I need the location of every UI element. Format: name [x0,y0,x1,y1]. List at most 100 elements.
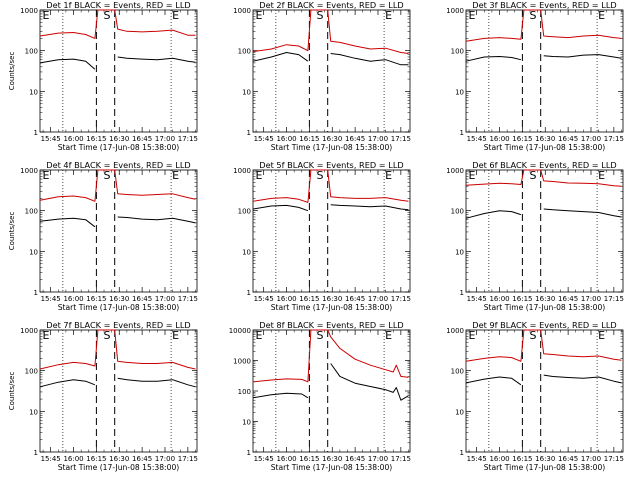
plot-frame [39,329,198,453]
x-tick-label: 17:00 [581,455,601,463]
plot-frame [39,169,198,293]
chart-title: Det 1f BLACK = Events, RED = LLD [46,0,190,10]
x-tick-label: 17:00 [368,295,388,303]
marker-label: S [316,329,323,342]
x-tick-label: 17:15 [178,135,198,143]
marker-label: S [103,169,110,182]
x-axis-label: Start Time (17-Jun-08 15:38:00) [484,463,606,472]
marker-label: E [43,9,50,22]
x-tick-label: 16:45 [558,135,578,143]
y-tick-label: 1000 [446,167,464,175]
x-tick-label: 17:00 [155,295,175,303]
black-events-series [465,374,622,386]
x-axis-label: Start Time (17-Jun-08 15:38:00) [271,143,393,152]
y-tick-label: 10 [242,419,251,427]
chart-title: Det 3f BLACK = Events, RED = LLD [472,0,616,10]
y-tick-label: 100 [25,48,38,56]
black-events-series [39,377,196,388]
x-tick-label: 16:15 [512,295,532,303]
chart-panel-2: Det 2f BLACK = Events, RED = LLD 1 10 100 10… [233,0,411,152]
x-tick-label: 15:45 [41,295,61,303]
plot-frame [252,169,411,293]
y-tick-label: 100 [451,208,464,216]
y-tick-label: 1000 [233,7,251,15]
chart-title: Det 4f BLACK = Events, RED = LLD [46,160,190,170]
marker-label: E [385,329,392,342]
y-tick-label: 1 [247,129,251,137]
y-tick-label: 100 [238,48,251,56]
black-events-series [39,56,196,70]
x-tick-label: 17:15 [604,455,624,463]
y-tick-label: 100 [25,208,38,216]
red-lld-series [465,9,622,42]
x-tick-label: 17:00 [581,135,601,143]
y-tick-label: 1000 [446,327,464,335]
x-tick-label: 16:15 [299,135,319,143]
chart-panel-1: Det 1f BLACK = Events, RED = LLD 1 10 100 10… [8,0,198,152]
y-tick-label: 10 [242,88,251,96]
x-tick-label: 16:45 [132,295,152,303]
red-lld-series [252,9,409,54]
x-tick-label: 16:00 [276,295,296,303]
x-axis-label: Start Time (17-Jun-08 15:38:00) [271,303,393,312]
x-tick-label: 16:45 [345,135,365,143]
x-tick-label: 16:30 [322,135,342,143]
x-tick-label: 17:15 [178,455,198,463]
plot-frame [465,329,624,453]
y-tick-label: 10 [242,248,251,256]
marker-label: S [529,169,536,182]
x-tick-label: 16:30 [535,455,555,463]
chart-title: Det 8f BLACK = Events, RED = LLD [259,320,403,330]
chart-panel-3: Det 3f BLACK = Events, RED = LLD 1 10 100 10… [446,0,624,152]
x-tick-label: 15:45 [254,135,274,143]
red-lld-series [39,329,196,370]
y-tick-label: 10 [29,408,38,416]
marker-label: E [598,329,605,342]
chart-title: Det 6f BLACK = Events, RED = LLD [472,160,616,170]
plot-frame [465,169,624,293]
x-tick-label: 17:15 [391,135,411,143]
y-tick-label: 1000 [20,7,38,15]
x-axis-label: Start Time (17-Jun-08 15:38:00) [58,303,180,312]
x-tick-label: 16:00 [276,135,296,143]
marker-label: S [529,329,536,342]
red-lld-series [465,169,622,187]
y-tick-label: 10 [455,248,464,256]
x-tick-label: 17:00 [581,295,601,303]
x-axis-label: Start Time (17-Jun-08 15:38:00) [484,143,606,152]
red-lld-series [252,169,409,203]
marker-label: E [385,9,392,22]
x-tick-label: 17:15 [391,295,411,303]
x-tick-label: 16:45 [558,455,578,463]
plot-frame [465,9,624,133]
plot-frame [39,9,198,133]
x-tick-label: 16:30 [535,135,555,143]
y-tick-label: 100 [451,368,464,376]
marker-label: E [469,329,476,342]
x-tick-label: 17:00 [368,455,388,463]
y-tick-label: 10 [455,88,464,96]
chart-panel-6: Det 6f BLACK = Events, RED = LLD 1 10 100 10… [446,160,624,312]
x-tick-label: 17:15 [391,455,411,463]
x-tick-label: 16:00 [489,135,509,143]
x-tick-label: 15:45 [467,295,487,303]
x-tick-label: 15:45 [254,455,274,463]
chart-panel-9: Det 9f BLACK = Events, RED = LLD 1 10 100 10… [446,320,624,472]
y-tick-label: 1 [460,289,464,297]
marker-label: E [598,9,605,22]
x-axis-label: Start Time (17-Jun-08 15:38:00) [271,463,393,472]
marker-label: E [172,329,179,342]
x-axis-label: Start Time (17-Jun-08 15:38:00) [484,303,606,312]
x-tick-label: 16:15 [86,135,106,143]
x-tick-label: 17:15 [604,295,624,303]
x-tick-label: 16:30 [109,455,129,463]
x-tick-label: 16:00 [489,455,509,463]
x-tick-label: 17:15 [178,295,198,303]
x-tick-label: 17:15 [604,135,624,143]
x-tick-label: 17:00 [368,135,388,143]
x-tick-label: 16:15 [512,135,532,143]
black-events-series [465,54,622,62]
marker-label: E [469,9,476,22]
y-tick-label: 1000 [233,167,251,175]
